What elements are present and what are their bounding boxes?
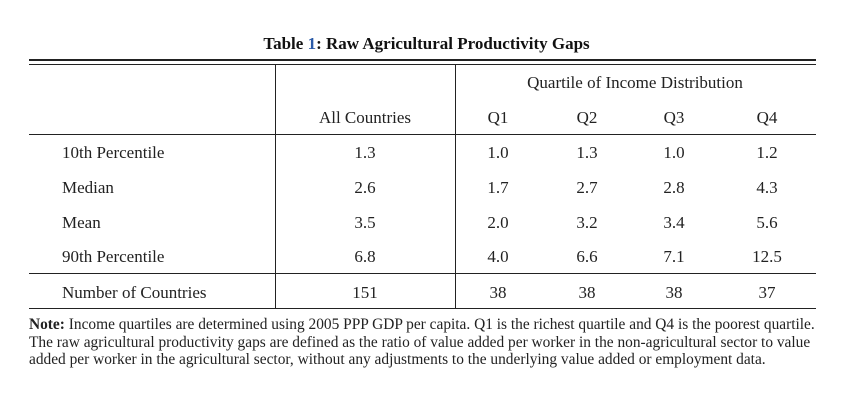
table-cell: 38 [578,283,596,302]
bottom-rule [29,308,816,309]
table-cell: 1.3 [576,143,598,162]
table-cell: 2.0 [487,213,509,232]
caption-number: 1 [307,34,317,53]
footer-top-rule [29,273,816,274]
column-header: Q4 [756,108,778,127]
table-cell: 38 [489,283,507,302]
column-divider-1 [275,65,276,308]
table-cell: 6.8 [354,247,376,266]
table-cell: 2.7 [576,178,598,197]
table-cell: 3.2 [576,213,598,232]
table-cell: 38 [665,283,683,302]
table-cell: 1.0 [663,143,685,162]
table-cell: 5.6 [756,213,778,232]
row-label: Median [62,178,114,197]
column-header: Q3 [663,108,685,127]
caption-title: : Raw Agricultural Productivity Gaps [316,34,590,53]
table-cell: 6.6 [576,247,598,266]
table-note: Note: Income quartiles are determined us… [29,316,819,369]
header-rule [29,134,816,135]
table-cell: 2.8 [663,178,685,197]
table-cell: 151 [352,283,378,302]
column-header: Q2 [576,108,598,127]
table-cell: 3.5 [354,213,376,232]
note-label: Note: [29,316,65,333]
group-header: Quartile of Income Distribution [527,73,743,92]
row-label: 10th Percentile [62,143,165,162]
row-label: 90th Percentile [62,247,165,266]
table-cell: 3.4 [663,213,685,232]
table-cell: 2.6 [354,178,376,197]
table-cell: 1.0 [487,143,509,162]
caption-prefix: Table [263,34,308,53]
top-rule-thick [29,59,816,61]
table-cell: 4.0 [487,247,509,266]
column-divider-2 [455,65,456,308]
table-cell: 4.3 [756,178,778,197]
table-cell: 37 [758,283,776,302]
note-text: Income quartiles are determined using 20… [29,316,815,368]
table-cell: 1.3 [354,143,376,162]
table-caption: Table 1: Raw Agricultural Productivity G… [0,34,853,54]
table-cell: 1.2 [756,143,778,162]
top-rule-thin [29,64,816,65]
table-cell: 12.5 [752,247,782,266]
column-header: All Countries [318,108,412,127]
footer-row-label: Number of Countries [62,283,207,302]
row-label: Mean [62,213,101,232]
table-cell: 7.1 [663,247,685,266]
column-header: Q1 [487,108,509,127]
table-cell: 1.7 [487,178,509,197]
